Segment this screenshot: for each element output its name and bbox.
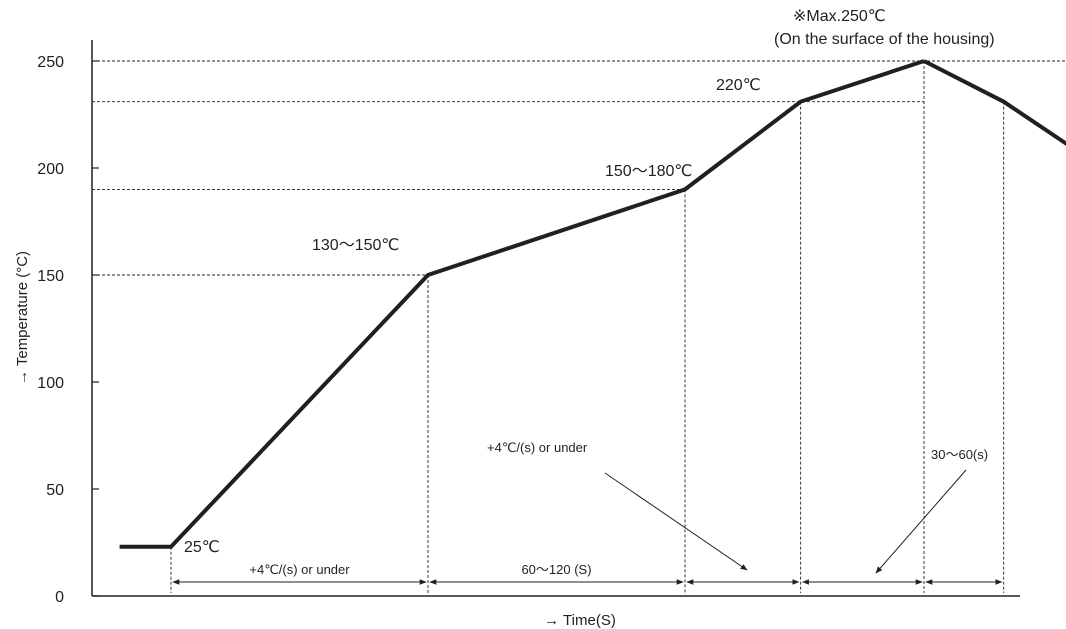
y-tick-label: 0 <box>55 589 64 606</box>
temperature-profile-line <box>119 59 925 549</box>
y-tick-label: 50 <box>46 482 64 499</box>
callout-arrow-rate <box>604 472 748 571</box>
label-130-150: 130～150℃ <box>312 237 399 254</box>
y-tick-label: 100 <box>37 375 64 392</box>
x-axis-label: → Time(S) <box>544 612 616 629</box>
rate-annotation-top: +4℃/(s) or under <box>487 440 588 455</box>
hold-time-annotation: 30～60(s) <box>931 447 988 462</box>
y-tick-label: 200 <box>37 161 64 178</box>
peak-note-annotation: (On the surface of the housing) <box>774 31 995 48</box>
callout-arrow-hold <box>875 469 967 574</box>
label-25: 25℃ <box>184 539 220 556</box>
label-150-180: 150～180℃ <box>605 163 692 180</box>
label-220: 220℃ <box>716 77 761 94</box>
y-axis-label: → Temperature (°C) <box>14 251 31 385</box>
y-tick-label: 150 <box>37 268 64 285</box>
peak-max-annotation: ※Max.250℃ <box>793 8 886 25</box>
temperature-profile-line <box>923 59 1066 146</box>
interval-label: 60～120 (S) <box>521 562 591 577</box>
interval-label: +4℃/(s) or under <box>249 562 350 577</box>
y-tick-label: 250 <box>37 54 64 71</box>
